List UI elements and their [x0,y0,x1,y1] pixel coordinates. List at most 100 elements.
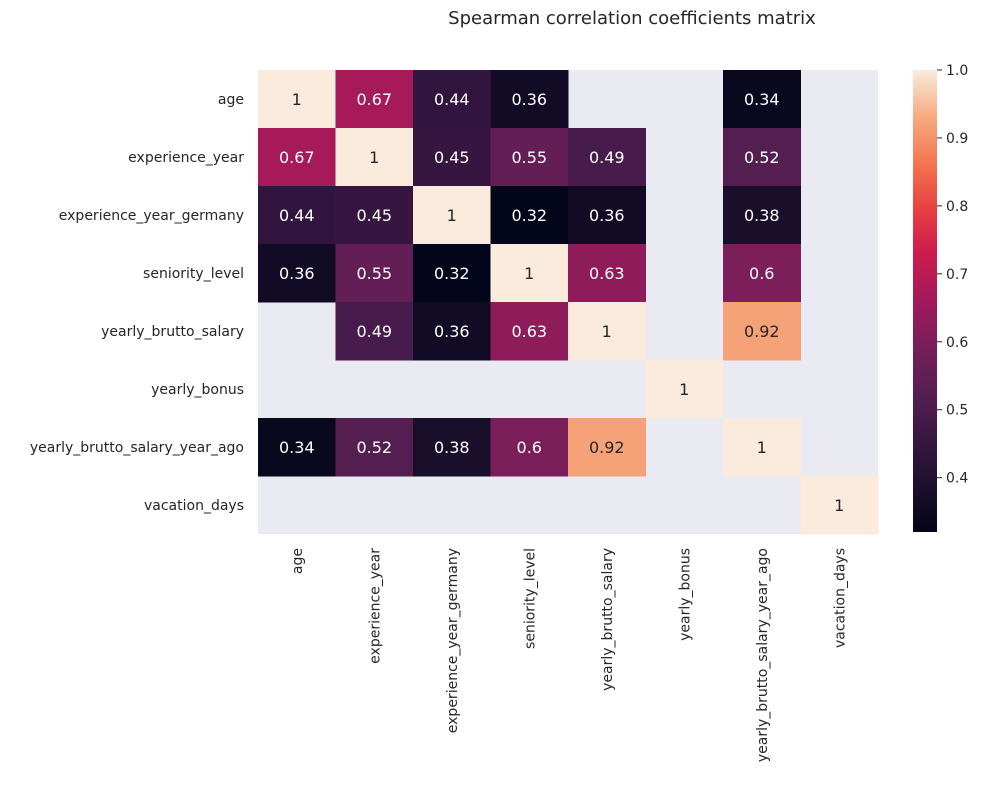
row-label-yearly-bonus: yearly_bonus [151,382,244,398]
heatmap-cell [568,244,646,303]
heatmap-cell [490,70,569,129]
heatmap-cell [723,244,801,303]
cell-value-label: 0.36 [279,264,315,283]
column-label-age: age [290,548,306,574]
column-label-seniority-level: seniority_level [522,548,538,649]
column-label-vacation-days: vacation_days [832,548,848,648]
heatmap-cell [258,70,336,129]
row-label-experience-year-germany: experience_year_germany [59,208,244,224]
row-label-vacation-days: vacation_days [144,498,244,514]
cell-value-label: 0.63 [511,322,547,341]
column-label-experience-year-germany: experience_year_germany [445,548,461,733]
cell-value-label: 1 [369,148,379,167]
cell-value-label: 0.55 [356,264,392,283]
heatmap-cell [335,128,414,187]
cell-value-label: 0.36 [434,322,470,341]
cell-value-label: 0.36 [589,206,625,225]
cell-value-label: 0.49 [356,322,392,341]
cell-value-label: 0.63 [589,264,625,283]
heatmap-cell [645,360,724,419]
cell-value-label: 0.32 [511,206,547,225]
column-label-yearly-brutto-salary-year-ago: yearly_brutto_salary_year_ago [755,548,771,762]
heatmap-cell [335,70,414,129]
heatmap-cell [490,244,569,303]
cell-value-label: 1 [447,206,457,225]
cell-value-label: 1 [679,380,689,399]
heatmap-cell [490,186,569,245]
heatmap-cell [723,186,801,245]
heatmap-cell [335,302,414,361]
cell-value-label: 0.34 [279,438,315,457]
heatmap-cell [800,476,879,535]
heatmap-cell [258,128,336,187]
cell-value-label: 1 [757,438,767,457]
cell-value-label: 0.6 [749,264,774,283]
row-labels: age experience_year experience_year_german… [30,92,244,514]
colorbar-tick-label: 0.6 [946,335,968,351]
cell-value-label: 0.52 [744,148,780,167]
cell-value-label: 0.67 [279,148,315,167]
cell-value-label: 1 [602,322,612,341]
colorbar-tick-label: 0.8 [946,199,968,215]
heatmap-cell [568,302,646,361]
heatmap-cell [335,418,414,477]
colorbar-tick-label: 0.5 [946,403,968,419]
heatmap-cells [258,70,879,535]
heatmap-cell [413,302,491,361]
column-label-yearly-brutto-salary: yearly_brutto_salary [600,548,616,691]
colorbar-ticks: 0.4 0.5 0.6 0.7 0.8 0.9 1.0 [937,63,968,487]
heatmap-cell [413,70,491,129]
heatmap-cell [490,418,569,477]
row-label-age: age [218,92,244,108]
column-label-yearly-bonus: yearly_bonus [677,548,693,641]
row-label-experience-year: experience_year [128,150,244,166]
cell-value-label: 0.45 [434,148,470,167]
cell-value-label: 0.6 [517,438,542,457]
chart-title: Spearman correlation coefficients matrix [448,8,816,29]
row-label-seniority-level: seniority_level [143,266,244,282]
col-labels: age experience_year experience_year_german… [290,548,849,762]
heatmap-cell [490,128,569,187]
cell-value-label: 0.45 [356,206,392,225]
heatmap-cell [335,186,414,245]
cell-value-label: 0.44 [279,206,315,225]
heatmap-cell [723,128,801,187]
cell-value-label: 1 [834,496,844,515]
cell-value-label: 0.38 [744,206,780,225]
colorbar [913,70,937,532]
cell-value-label: 0.44 [434,90,470,109]
heatmap-cell [413,186,491,245]
heatmap-cell [490,302,569,361]
cell-value-label: 0.55 [511,148,547,167]
cell-value-label: 0.92 [744,322,780,341]
heatmap-cell [723,70,801,129]
cell-value-label: 0.49 [589,148,625,167]
colorbar-tick-label: 1.0 [946,63,968,79]
row-label-yearly-brutto-salary-year-ago: yearly_brutto_salary_year_ago [30,440,244,456]
cell-value-label: 0.32 [434,264,470,283]
column-label-experience-year: experience_year [367,548,383,664]
heatmap-cell [413,128,491,187]
heatmap-cell [413,418,491,477]
colorbar-tick-label: 0.4 [946,471,968,487]
cell-value-label: 0.92 [589,438,625,457]
heatmap-cell [568,418,646,477]
cell-value-label: 0.36 [511,90,547,109]
colorbar-tick-label: 0.7 [946,267,968,283]
heatmap-cell [258,186,336,245]
cell-value-label: 0.38 [434,438,470,457]
colorbar-tick-label: 0.9 [946,131,968,147]
cell-value-label: 1 [292,90,302,109]
cell-annotations: 1 0.67 0.44 0.36 0.34 0.67 1 0.45 0.55 0.49 0.52 0.… [279,90,844,515]
heatmap-cell [568,128,646,187]
heatmap-cell [723,302,801,361]
heatmap-cell [723,418,801,477]
heatmap-cell [258,418,336,477]
cell-value-label: 0.67 [356,90,392,109]
heatmap-cell [335,244,414,303]
heatmap-cell [413,244,491,303]
cell-value-label: 1 [524,264,534,283]
heatmap-cell [568,186,646,245]
heatmap-cell [258,244,336,303]
